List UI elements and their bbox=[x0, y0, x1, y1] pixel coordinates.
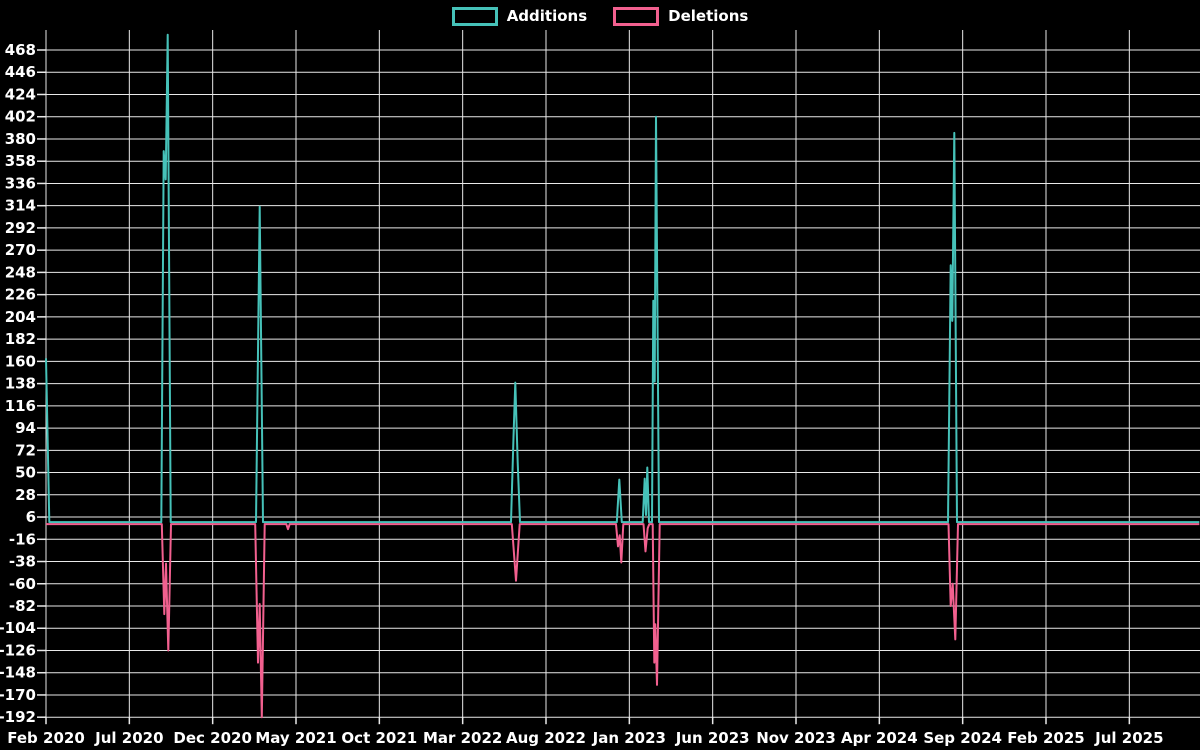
y-tick-label: 468 bbox=[5, 41, 36, 59]
deletions-line bbox=[46, 523, 1200, 719]
y-tick-label: -82 bbox=[9, 597, 36, 615]
y-tick-label: 94 bbox=[15, 419, 36, 437]
y-tick-label: 226 bbox=[5, 286, 36, 304]
x-tick-label: Aug 2022 bbox=[506, 729, 586, 747]
y-tick-label: 358 bbox=[5, 152, 36, 170]
y-tick-label: -60 bbox=[9, 575, 36, 593]
y-tick-label: -192 bbox=[0, 708, 36, 726]
additions-line bbox=[45, 33, 1200, 524]
x-tick-label: Jul 2020 bbox=[94, 729, 163, 747]
x-tick-label: Jul 2025 bbox=[1094, 729, 1163, 747]
y-tick-label: 314 bbox=[5, 197, 36, 215]
y-tick-label: -148 bbox=[0, 664, 36, 682]
y-tick-label: 138 bbox=[5, 375, 36, 393]
x-tick-label: Feb 2025 bbox=[1007, 729, 1085, 747]
y-tick-label: 6 bbox=[26, 508, 36, 526]
y-tick-label: -16 bbox=[9, 530, 36, 548]
y-tick-label: 402 bbox=[5, 108, 36, 126]
y-tick-label: 380 bbox=[5, 130, 36, 148]
x-tick-label: Sep 2024 bbox=[923, 729, 1002, 747]
x-tick-label: May 2021 bbox=[255, 729, 336, 747]
y-tick-label: 446 bbox=[5, 63, 36, 81]
y-tick-label: 50 bbox=[15, 464, 36, 482]
x-gridlines: Feb 2020 Jul 2020 Dec 2020 May 2021 Oct 2021… bbox=[7, 30, 1164, 747]
x-tick-label: Apr 2024 bbox=[841, 729, 918, 747]
legend-label-additions: Additions bbox=[506, 7, 588, 25]
x-tick-label: Oct 2021 bbox=[341, 729, 417, 747]
y-tick-label: 28 bbox=[15, 486, 36, 504]
y-tick-label: 116 bbox=[5, 397, 36, 415]
chart-legend: Additions Deletions bbox=[0, 7, 1200, 26]
y-tick-label: 336 bbox=[5, 174, 36, 192]
deletions-swatch-icon bbox=[613, 7, 660, 26]
y-tick-label: 292 bbox=[5, 219, 36, 237]
legend-label-deletions: Deletions bbox=[668, 7, 749, 25]
y-gridlines: 468 446 424 402 380 358 336 314 292 270 248 226 204 1… bbox=[0, 41, 1200, 726]
y-tick-label: 248 bbox=[5, 263, 36, 281]
y-tick-label: 72 bbox=[15, 441, 36, 459]
x-tick-label: Jan 2023 bbox=[592, 729, 666, 747]
y-tick-label: 270 bbox=[5, 241, 36, 259]
y-tick-label: 182 bbox=[5, 330, 36, 348]
y-tick-label: 204 bbox=[5, 308, 36, 326]
x-tick-label: Dec 2020 bbox=[173, 729, 252, 747]
legend-item-deletions[interactable]: Deletions bbox=[613, 7, 748, 26]
legend-item-additions[interactable]: Additions bbox=[451, 7, 588, 26]
y-tick-label: -170 bbox=[0, 686, 36, 704]
y-tick-label: -126 bbox=[0, 641, 36, 659]
x-tick-label: Feb 2020 bbox=[7, 729, 85, 747]
additions-swatch-icon bbox=[451, 7, 498, 26]
y-tick-label: 160 bbox=[5, 352, 36, 370]
x-tick-label: Nov 2023 bbox=[756, 729, 836, 747]
y-tick-label: -104 bbox=[0, 619, 36, 637]
x-tick-label: Mar 2022 bbox=[423, 729, 502, 747]
x-tick-label: Jun 2023 bbox=[675, 729, 750, 747]
y-tick-label: -38 bbox=[9, 553, 36, 571]
y-tick-label: 424 bbox=[5, 85, 36, 103]
